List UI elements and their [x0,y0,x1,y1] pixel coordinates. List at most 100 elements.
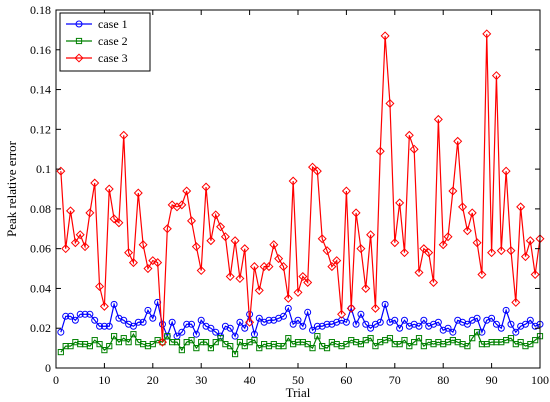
data-point-case-1 [299,322,307,330]
data-point-case-3 [230,236,240,246]
legend-label: case 1 [98,17,128,31]
data-point-case-1 [231,332,239,340]
data-point-case-2 [367,335,374,342]
data-point-case-2 [517,339,524,346]
legend-box [59,12,151,72]
x-tick-label: 60 [340,373,352,387]
data-point-case-2 [101,347,108,354]
data-point-case-1 [478,328,486,336]
data-point-case-2 [164,333,171,340]
y-tick-label: 0.02 [30,321,51,335]
legend-marker [75,37,83,45]
legend-label: case 2 [98,34,128,48]
data-point-case-3 [380,31,390,41]
y-axis-label: Peak relative error [4,140,19,237]
data-point-case-3 [119,130,129,140]
data-point-case-1 [391,316,399,324]
x-axis-label: Trial [286,385,311,400]
data-point-case-2 [304,341,311,348]
data-point-case-3 [133,188,143,198]
data-point-case-1 [279,312,287,320]
data-point-case-1 [139,318,147,326]
data-point-case-2 [507,335,515,342]
data-point-case-3 [99,301,109,311]
data-point-case-2 [309,345,316,352]
data-point-case-2 [86,343,93,350]
data-point-case-3 [491,71,501,81]
data-point-case-1 [492,320,500,328]
data-point-case-3 [124,248,134,258]
data-point-case-2 [125,339,132,346]
data-point-case-1 [473,314,481,322]
data-point-case-3 [487,248,497,258]
data-point-case-2 [149,341,156,348]
data-point-case-3 [66,206,76,216]
data-point-case-1 [110,300,118,308]
data-point-case-2 [285,335,292,342]
data-point-case-1 [463,320,471,328]
data-point-case-1 [507,320,515,328]
data-point-case-3 [274,254,284,264]
data-point-case-1 [168,318,176,326]
data-point-case-1 [76,310,84,318]
data-point-case-3 [525,236,535,246]
data-point-case-1 [284,304,292,312]
data-point-case-3 [506,246,516,256]
data-point-case-3 [317,234,327,244]
data-point-case-3 [182,186,192,196]
x-tick-label: 0 [53,373,59,387]
data-point-case-1 [400,316,408,324]
y-tick-label: 0.04 [30,281,51,295]
data-point-case-2 [401,337,408,344]
data-point-case-3 [90,178,100,188]
series-line-case-3 [60,33,541,343]
data-point-case-3 [240,244,250,254]
data-point-case-2 [406,343,413,350]
data-point-case-2 [343,341,350,348]
data-point-case-3 [249,262,259,272]
data-point-case-3 [395,198,405,208]
data-point-case-3 [254,285,264,295]
data-point-case-3 [409,144,419,154]
data-point-case-2 [130,331,137,338]
y-tick-label: 0.12 [30,122,51,136]
legend-item-case-3: case 3 [66,51,128,65]
data-point-case-3 [516,202,526,212]
data-point-case-1 [502,306,510,314]
data-point-case-1 [294,316,302,324]
data-point-case-2 [120,335,127,342]
data-point-case-3 [341,186,351,196]
data-point-case-2 [314,333,321,340]
data-point-case-3 [496,246,506,256]
x-tick-label: 90 [486,373,498,387]
data-point-case-1 [212,328,220,336]
data-point-case-2 [57,348,64,356]
data-point-case-3 [128,258,138,268]
data-point-case-2 [202,339,210,346]
data-point-case-3 [138,240,148,250]
data-point-case-2 [96,341,103,348]
data-point-case-1 [313,322,321,330]
series-layer [56,29,545,358]
data-point-case-2 [372,343,379,350]
data-point-case-3 [322,246,332,256]
data-point-case-2 [178,347,185,354]
data-point-case-1 [129,322,137,330]
data-point-case-1 [488,314,496,322]
data-point-case-2 [207,345,214,352]
data-point-case-3 [443,232,453,242]
data-point-case-3 [298,272,308,282]
data-point-case-2 [469,335,476,342]
data-point-case-2 [411,339,418,346]
data-point-case-1 [226,324,234,332]
data-point-case-1 [352,320,360,328]
data-point-case-2 [415,335,423,342]
series-case-1 [57,298,544,340]
data-point-case-3 [196,266,206,276]
data-point-case-1 [192,330,200,338]
data-point-case-1 [309,326,317,334]
y-tick-label: 0.08 [30,202,51,216]
data-point-case-1 [120,316,128,324]
data-point-case-2 [231,350,239,358]
